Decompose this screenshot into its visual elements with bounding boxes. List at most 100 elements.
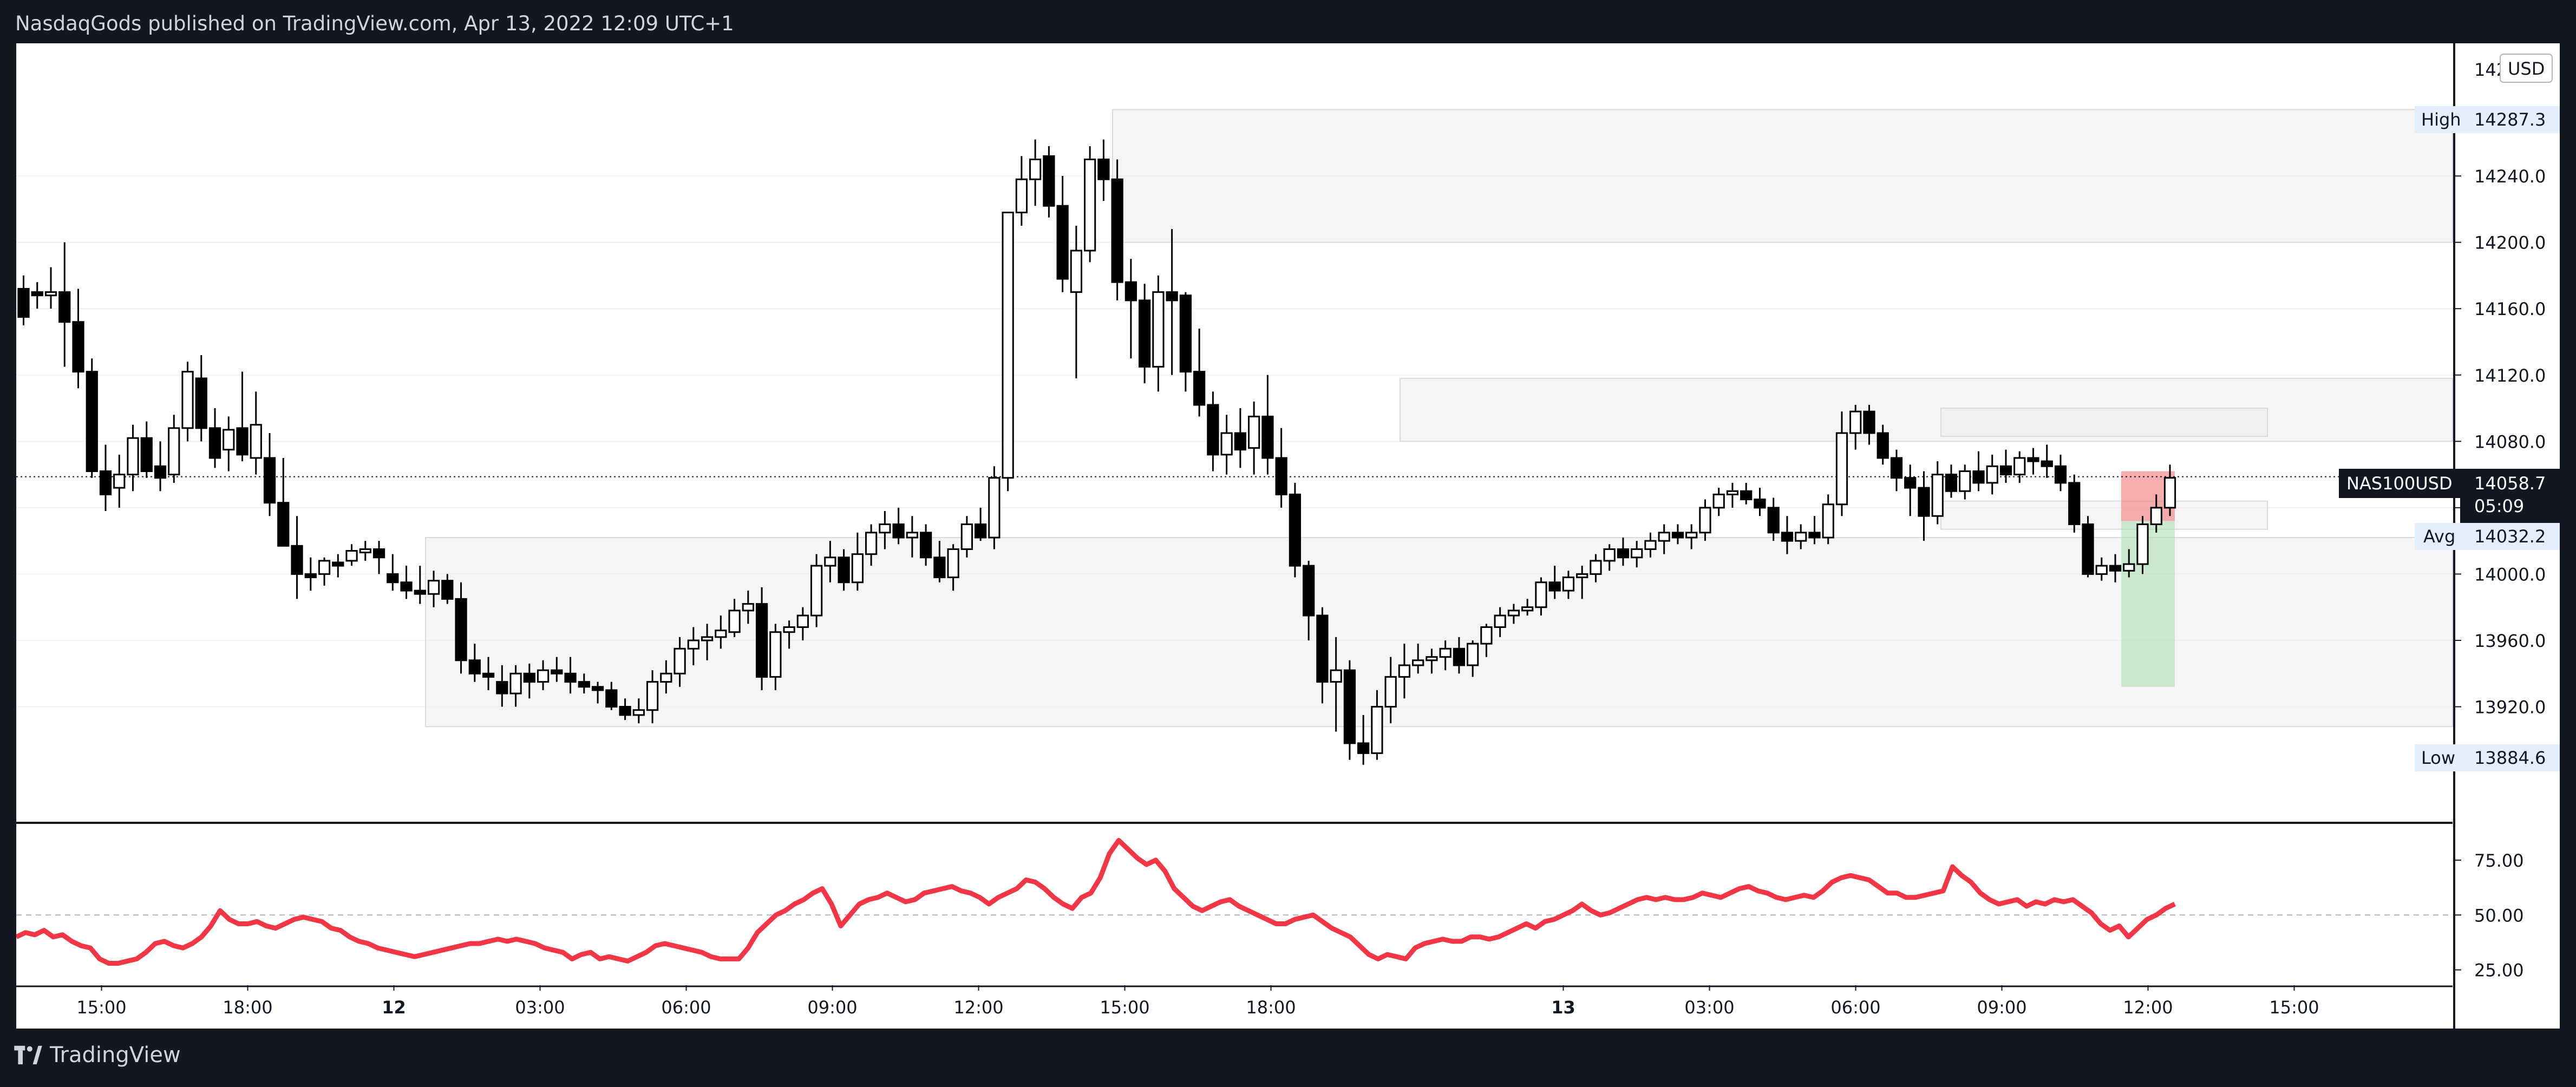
candle-body [2082, 523, 2094, 575]
price-pane[interactable] [16, 109, 2453, 765]
avg-tag-bg [2415, 523, 2460, 550]
candle-body [1439, 647, 1452, 658]
time-axis[interactable]: 15:00 18:00 12 03:00 06:00 09:00 12:00 15:00 18:… [16, 985, 2453, 1018]
candle-body [769, 631, 782, 678]
price-tick-label: 14160.0 [2474, 299, 2546, 319]
candle-body [2163, 477, 2176, 509]
time-tick-label: 06:00 [1830, 997, 1880, 1018]
low-label: Low [2421, 748, 2455, 768]
candle-body [933, 556, 946, 579]
high-value-bg [2460, 106, 2560, 133]
candle-body [181, 371, 194, 429]
candle-body [168, 427, 180, 476]
publish-info: NasdaqGods published on TradingView.com,… [15, 12, 734, 35]
candle-body [250, 424, 262, 459]
candle-body [1904, 477, 1917, 489]
candle-body [455, 598, 467, 662]
candle-body [291, 545, 303, 575]
rsi-axis[interactable]: 75.00 50.00 25.00 [2454, 850, 2524, 981]
candle-body [1111, 178, 1123, 283]
rsi-tick-label: 50.00 [2474, 905, 2524, 926]
candle-body [1699, 507, 1711, 534]
candle-body [2095, 565, 2108, 575]
candle-body [208, 427, 221, 459]
candle-body [1521, 606, 1534, 612]
supply-demand-zone [1400, 377, 2453, 442]
candle-body [509, 672, 522, 695]
candle-body [810, 565, 823, 617]
candle-body [523, 672, 535, 683]
last-price: 14058.7 [2474, 473, 2546, 494]
candle-body [1835, 432, 1848, 506]
candle-body [1275, 457, 1287, 495]
candle-body [1617, 548, 1630, 559]
avg-label: Avg [2423, 526, 2455, 547]
candle-body [1863, 410, 1875, 434]
candle-body [1043, 155, 1055, 207]
candle-body [1426, 656, 1438, 662]
candle-body [701, 636, 714, 641]
chart-canvas[interactable]: 14240.014200.014160.014120.014080.014040… [16, 43, 2560, 1029]
candle-body [414, 590, 426, 595]
candle-body [1603, 548, 1616, 562]
avg-value-bg [2460, 523, 2560, 550]
supply-demand-zone [1112, 109, 2453, 243]
candle-body [263, 457, 276, 504]
candle-body [154, 465, 167, 479]
candle-body [755, 603, 768, 678]
time-tick-label: 18:00 [223, 997, 272, 1018]
candle-body [1083, 158, 1096, 252]
candle-body [277, 502, 290, 547]
candle-body [1548, 581, 1561, 592]
time-tick-label: 09:00 [1977, 997, 2026, 1018]
tradingview-logo-icon [14, 1045, 42, 1065]
candle-body [2013, 457, 2026, 476]
candle-body [44, 291, 57, 297]
candle-body [783, 626, 795, 633]
candle-body [919, 532, 932, 559]
candle-body [879, 523, 891, 534]
supply-demand-zone [1940, 408, 2268, 437]
candle-body [195, 377, 207, 429]
candle-body [1207, 404, 1219, 456]
tradingview-brand[interactable]: TradingView [14, 1043, 181, 1068]
candle-body [1166, 291, 1178, 302]
time-tick-label: 03:00 [515, 997, 565, 1018]
candle-body [1015, 178, 1028, 214]
candle-body [742, 603, 754, 612]
candle-body [824, 556, 836, 567]
candle-body [345, 550, 358, 562]
supply-demand-zone [1940, 500, 2268, 530]
candle-body [1644, 540, 1657, 550]
candle-body [2041, 460, 2053, 467]
price-axis[interactable]: 14240.014200.014160.014120.014080.014040… [2454, 166, 2546, 718]
candle-body [1316, 614, 1329, 683]
candle-body [578, 681, 590, 688]
candle-body [332, 561, 344, 567]
candle-body [865, 532, 878, 555]
candle-body [1986, 465, 1998, 484]
candle-body [1576, 573, 1588, 579]
candle-body [427, 580, 440, 595]
currency-badge[interactable]: USD [2508, 58, 2545, 79]
candle-body [86, 371, 98, 472]
low-tag-bg [2415, 744, 2460, 771]
candle-body [1658, 532, 1670, 542]
candle-body [2136, 523, 2149, 565]
candle-body [1289, 493, 1302, 567]
candle-body [2123, 563, 2135, 572]
candle-body [1767, 507, 1780, 534]
candle-body [1124, 281, 1137, 302]
candle-body [1179, 294, 1192, 373]
time-tick-label: 15:00 [76, 997, 126, 1018]
candles [17, 139, 2176, 765]
candle-body [1453, 647, 1466, 666]
rsi-pane[interactable] [16, 837, 2453, 966]
candle-body [1152, 291, 1165, 368]
price-tick-label: 14240.0 [2474, 166, 2546, 187]
candle-body [387, 573, 399, 584]
candle-body [1740, 490, 1753, 501]
candle-body [400, 581, 413, 592]
candle-body [58, 291, 71, 323]
candle-body [140, 437, 153, 472]
